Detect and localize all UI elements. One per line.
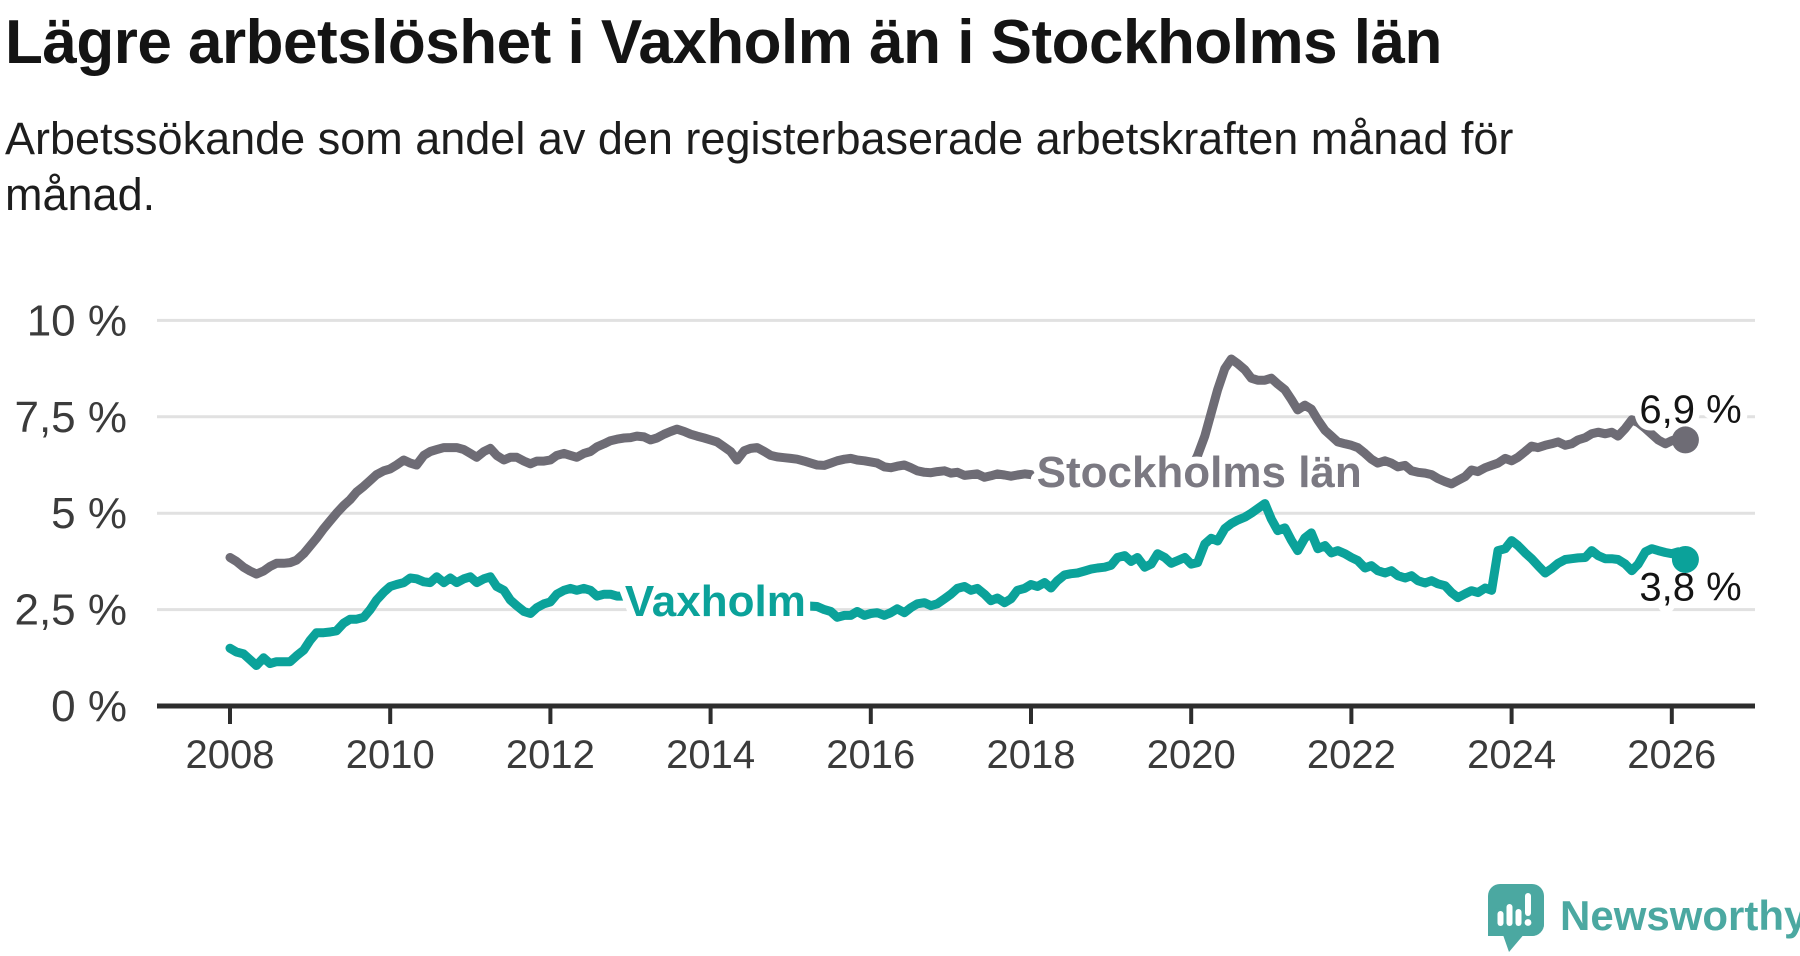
brand-name: Newsworthy — [1560, 892, 1800, 939]
endpoint-dot-vaxholm — [1671, 545, 1699, 573]
newsworthy-logo-icon — [1488, 884, 1544, 952]
series-label-stockholms-l-n: Stockholms län — [1037, 448, 1362, 497]
subtitle-line-1: Arbetssökande som andel av den registerb… — [5, 113, 1514, 165]
x-tick-label: 2018 — [987, 733, 1076, 777]
logo-bar-3 — [1515, 909, 1522, 926]
logo-bubble-tail — [1502, 932, 1526, 952]
x-tick-label: 2010 — [346, 733, 435, 777]
value-label-vaxholm: 3,8 % — [1639, 565, 1741, 609]
series-line-stockholms-l-n — [225, 354, 1690, 579]
y-tick-label: 5 % — [51, 489, 127, 538]
x-tick-label: 2022 — [1307, 733, 1396, 777]
series-label-halo: Stockholms län — [1037, 448, 1362, 497]
logo-exclamation-bar — [1525, 893, 1531, 916]
y-tick-label: 7,5 % — [14, 393, 127, 442]
page-title: Lägre arbetslöshet i Vaxholm än i Stockh… — [5, 8, 1442, 77]
x-tick-label: 2014 — [666, 733, 755, 777]
endpoint-dot-stockholms-l-n — [1671, 426, 1699, 454]
x-tick-label: 2008 — [186, 733, 275, 777]
y-tick-label: 10 % — [27, 296, 127, 345]
value-label-halo: 3,8 % — [1639, 565, 1741, 609]
value-label-stockholms-l-n: 6,9 % — [1639, 388, 1741, 432]
brand-footer: Newsworthy — [1488, 884, 1800, 956]
series-line-vaxholm — [225, 499, 1690, 670]
logo-bar-2 — [1506, 904, 1513, 926]
x-tick-label: 2016 — [826, 733, 915, 777]
series-label-halo: Vaxholm — [625, 577, 806, 626]
subtitle-line-2: månad. — [5, 169, 156, 221]
x-tick-label: 2012 — [506, 733, 595, 777]
logo-exclamation-dot — [1524, 919, 1532, 926]
series-label-vaxholm: Vaxholm — [625, 577, 806, 626]
x-tick-label: 2020 — [1147, 733, 1236, 777]
logo-bar-1 — [1497, 911, 1504, 926]
x-tick-label: 2026 — [1627, 733, 1716, 777]
y-tick-label: 0 % — [51, 682, 127, 731]
page-subtitle: Arbetssökande som andel av den registerb… — [5, 77, 1785, 223]
chart-header: Lägre arbetslöshet i Vaxholm än i Stockh… — [5, 0, 1785, 223]
y-tick-label: 2,5 % — [14, 586, 127, 635]
x-tick-label: 2024 — [1467, 733, 1556, 777]
